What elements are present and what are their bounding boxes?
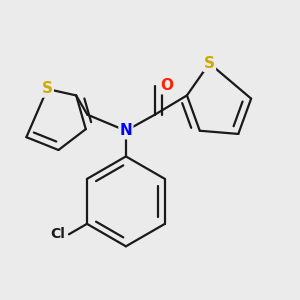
Text: Cl: Cl <box>50 227 65 241</box>
Text: S: S <box>42 82 53 97</box>
Text: S: S <box>204 56 215 71</box>
Text: N: N <box>119 123 132 138</box>
Text: O: O <box>160 78 173 93</box>
